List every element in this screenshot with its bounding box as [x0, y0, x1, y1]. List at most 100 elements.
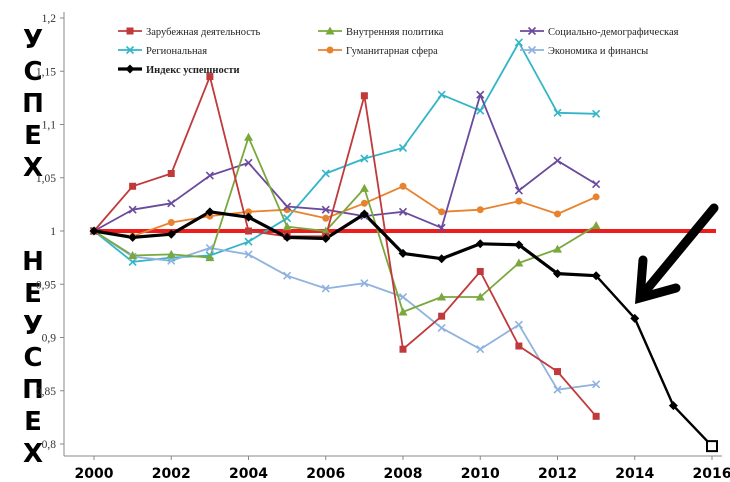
x-tick-label: 2008 — [384, 466, 423, 482]
data-point — [553, 156, 562, 165]
data-point — [126, 27, 134, 35]
data-point — [591, 221, 601, 230]
side-letter: П — [22, 89, 44, 119]
series-line — [93, 230, 597, 391]
data-point — [205, 243, 214, 253]
data-point — [553, 385, 562, 394]
series-line — [93, 210, 597, 278]
data-point — [398, 207, 408, 216]
data-point — [437, 323, 446, 332]
y-tick-label: 0,9 — [42, 333, 57, 345]
x-tick-label: 2014 — [615, 466, 654, 482]
data-point — [360, 154, 369, 163]
data-point — [359, 183, 369, 192]
data-point — [514, 258, 524, 267]
data-point — [514, 186, 523, 195]
x-tick-label: 2006 — [306, 466, 345, 482]
data-point — [553, 108, 562, 117]
data-point — [437, 90, 446, 99]
data-point — [244, 237, 253, 246]
data-point — [514, 320, 523, 329]
data-point — [592, 109, 601, 118]
data-point — [437, 254, 447, 264]
data-point — [437, 292, 447, 301]
data-point — [321, 284, 330, 293]
data-point — [321, 226, 331, 235]
data-point — [438, 208, 446, 216]
data-point — [321, 233, 331, 243]
data-point — [244, 158, 253, 167]
data-point — [359, 209, 369, 219]
data-point — [360, 279, 369, 288]
data-point — [514, 38, 523, 47]
data-point — [515, 197, 523, 205]
side-letter: Е — [24, 279, 42, 309]
projection-line — [595, 274, 713, 447]
data-point — [398, 248, 408, 258]
y-tick-label: 0,8 — [42, 439, 57, 451]
data-point — [515, 342, 523, 350]
side-letter: С — [23, 57, 43, 87]
data-point — [592, 180, 601, 189]
data-point — [476, 106, 485, 115]
legend-label: Региональная — [146, 46, 207, 57]
legend-label: Внутренняя политика — [346, 27, 444, 38]
data-point — [129, 182, 137, 190]
data-point — [167, 199, 176, 208]
legend-label: Экономика и финансы — [548, 46, 648, 57]
y-tick-label: 0,85 — [36, 386, 56, 398]
data-point — [283, 214, 292, 223]
data-point — [398, 307, 408, 316]
y-tick-label: 1,15 — [36, 66, 56, 78]
series-line — [93, 185, 597, 238]
data-point — [476, 267, 484, 275]
data-point — [89, 226, 99, 236]
y-tick-label: 1,2 — [42, 13, 57, 25]
x-tick-label: 2012 — [538, 466, 577, 482]
data-point — [128, 205, 137, 214]
x-tick-label: 2002 — [152, 466, 191, 482]
data-point — [166, 229, 176, 239]
data-point — [630, 313, 640, 323]
data-point — [282, 222, 292, 231]
annotation-arrow-head — [635, 255, 681, 305]
data-point — [476, 90, 485, 99]
data-point — [399, 182, 407, 190]
data-point — [475, 292, 485, 301]
side-letter: П — [22, 375, 44, 405]
side-letter: С — [23, 343, 43, 373]
data-point — [592, 380, 601, 389]
data-point — [125, 64, 135, 74]
data-point — [205, 207, 215, 217]
series-line — [93, 93, 597, 232]
x-tick-label: 2004 — [229, 466, 268, 482]
data-point — [360, 92, 368, 100]
data-point — [244, 250, 253, 259]
data-point — [283, 202, 292, 211]
side-letter: Н — [22, 247, 44, 277]
data-point — [438, 312, 446, 320]
data-point — [592, 193, 600, 201]
x-tick-label: 2000 — [75, 466, 114, 482]
data-point — [167, 218, 175, 226]
data-point — [475, 239, 485, 249]
data-point — [245, 227, 252, 235]
data-point — [205, 253, 215, 262]
data-point — [399, 345, 407, 353]
data-point — [514, 240, 524, 250]
data-point — [167, 169, 175, 177]
data-point — [527, 45, 537, 55]
projection-end-marker — [706, 440, 718, 453]
y-tick-label: 0,95 — [36, 279, 56, 291]
data-point — [322, 214, 330, 222]
data-point — [553, 244, 562, 253]
legend-label: Социально-демографическая — [548, 27, 679, 38]
x-tick-label: 2010 — [461, 466, 500, 482]
data-point — [591, 271, 601, 281]
data-point — [398, 292, 408, 302]
annotation-arrow-shaft — [638, 203, 719, 299]
legend-label: Зарубежная деятельность — [146, 27, 260, 38]
data-point — [476, 345, 485, 354]
data-point — [321, 205, 330, 214]
